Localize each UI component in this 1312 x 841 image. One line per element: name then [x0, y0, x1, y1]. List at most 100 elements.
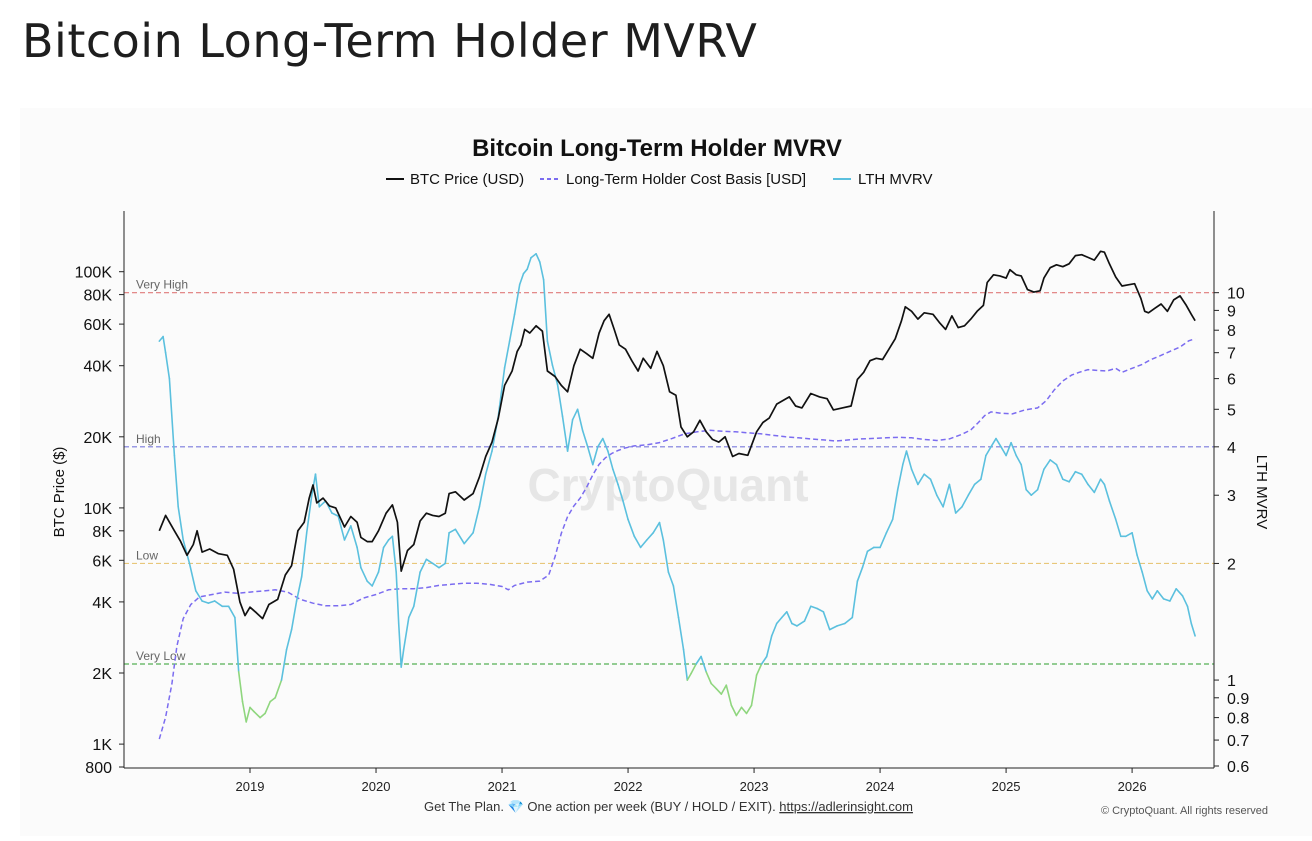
right-tick-label: 9: [1227, 303, 1236, 320]
lth-mvrv-segment: [601, 437, 609, 452]
lth-mvrv-segment: [586, 445, 594, 466]
lth-mvrv-segment: [513, 283, 521, 315]
right-axis-label: LTH MVRV: [1253, 455, 1270, 529]
lth-mvrv-segment: [1108, 500, 1117, 521]
legend-label: Long-Term Holder Cost Basis [USD]: [566, 171, 806, 188]
lth-mvrv-segment: [318, 500, 327, 508]
lth-mvrv-segment: [785, 610, 793, 625]
lth-mvrv-segment: [885, 518, 894, 534]
lth-mvrv-segment: [735, 706, 743, 717]
lth-mvrv-segment: [980, 454, 987, 481]
lth-mvrv-segment: [300, 531, 308, 578]
lth-mvrv-segment: [796, 620, 806, 627]
lth-mvrv-segment: [905, 450, 913, 471]
right-tick-label: 5: [1227, 402, 1236, 419]
lth-mvrv-segment: [667, 571, 675, 587]
lth-mvrv-segment: [836, 622, 846, 627]
left-tick-label: 8K: [92, 524, 112, 541]
lth-mvrv-segment: [400, 648, 405, 668]
lth-mvrv-segment: [356, 546, 362, 569]
lth-mvrv-segment: [431, 562, 440, 569]
btc-price-line: [158, 250, 1196, 620]
lth-mvrv-segment: [508, 313, 516, 342]
lth-mvrv-segment: [237, 671, 244, 703]
lth-mvrv-segment: [901, 450, 908, 466]
lth-mvrv-segment: [1131, 531, 1138, 557]
lth-mvrv-segment: [967, 483, 976, 497]
lth-mvrv-segment: [419, 558, 428, 573]
left-tick-label: 20K: [84, 430, 113, 447]
lth-mvrv-segment: [195, 589, 203, 602]
reference-lines: Very High High Low Very Low: [124, 278, 1214, 665]
lth-mvrv-segment: [1156, 589, 1165, 600]
lth-mvrv-segment: [750, 674, 758, 707]
lth-mvrv-segment: [725, 684, 733, 707]
right-tick-label: 0.9: [1227, 691, 1249, 708]
lth-mvrv-segment: [995, 437, 1002, 448]
lth-mvrv-segment: [484, 450, 493, 476]
copyright: © CryptoQuant. All rights reserved: [1101, 805, 1268, 817]
reference-line-label: Low: [136, 548, 158, 562]
lth-mvrv-segment: [561, 415, 569, 452]
lth-mvrv-segment: [755, 663, 763, 676]
lth-mvrv-segment: [173, 454, 179, 508]
footer-link[interactable]: https://adlerinsight.com: [779, 799, 913, 814]
lth-mvrv-segment: [1005, 441, 1012, 457]
lth-mvrv-segment: [1099, 478, 1106, 486]
left-tick-label: 2K: [92, 666, 112, 683]
lth-mvrv-segment: [891, 488, 899, 521]
lth-mvrv-segment: [444, 531, 450, 565]
lth-mvrv-segment: [803, 605, 812, 622]
lth-mvrv-segment: [662, 539, 670, 573]
right-tick-label: 1: [1227, 673, 1236, 690]
lth-mvrv-segment: [448, 528, 457, 534]
lth-mvrv-segment: [1136, 554, 1143, 573]
right-tick-label: 0.7: [1227, 733, 1249, 750]
left-tick-label: 800: [85, 760, 112, 777]
chart-title: Bitcoin Long-Term Holder MVRV: [472, 135, 842, 162]
lth-mvrv-segment: [177, 505, 184, 541]
lth-mvrv-segment: [168, 377, 176, 457]
right-tick-label: 8: [1227, 323, 1236, 340]
lth-mvrv-segment: [412, 571, 421, 608]
lth-mvrv-segment: [535, 253, 541, 263]
lth-mvrv-segment: [917, 473, 926, 486]
lth-mvrv-segment: [377, 546, 385, 573]
reference-line-label: Very Low: [136, 649, 186, 663]
legend-label: LTH MVRV: [858, 171, 932, 188]
lth-mvrv-segment: [391, 535, 398, 573]
lth-mvrv-segment: [188, 562, 197, 592]
lth-mvrv-segment: [780, 610, 788, 619]
lth-mvrv-segment: [1175, 587, 1184, 597]
lth-mvrv-segment: [710, 682, 718, 690]
lth-mvrv-segment: [438, 562, 447, 569]
lth-mvrv-segment: [990, 437, 997, 448]
lth-mvrv-segment: [1114, 518, 1122, 538]
lth-mvrv-segment: [472, 505, 481, 534]
legend: BTC Price (USD) Long-Term Holder Cost Bas…: [386, 171, 932, 188]
lth-mvrv-segment: [264, 700, 271, 715]
page-title: Bitcoin Long-Term Holder MVRV: [22, 14, 758, 68]
right-tick-label: 0.6: [1227, 759, 1249, 776]
lth-mvrv-segment: [542, 278, 549, 342]
lth-mvrv-segment: [1080, 473, 1089, 486]
lth-mvrv-segment: [253, 710, 261, 719]
lth-mvrv-segment: [1000, 445, 1007, 457]
lth-mvrv-segment: [581, 429, 589, 448]
lth-mvrv-segment: [617, 483, 624, 502]
left-tick-label: 40K: [84, 359, 113, 376]
lth-mvrv-segment: [942, 483, 951, 508]
lth-mvrv-segment: [690, 663, 697, 675]
left-tick-label: 6K: [92, 553, 112, 570]
lth-mvrv-segment: [809, 605, 818, 610]
lth-mvrv-segment: [658, 521, 665, 541]
reference-line-label: Very High: [136, 278, 188, 292]
lth-mvrv-segment: [337, 515, 346, 541]
lth-mvrv-chart: CryptoQuant Bitcoin Long-Term Holder MVR…: [51, 135, 1270, 817]
lth-mvrv-segment: [591, 445, 599, 466]
left-tick-label: 80K: [84, 288, 113, 305]
lth-mvrv-segment: [1181, 594, 1189, 608]
lth-mvrv-segment: [546, 340, 554, 366]
lth-mvrv-segment: [1049, 459, 1058, 466]
lth-mvrv-segment: [627, 518, 636, 538]
